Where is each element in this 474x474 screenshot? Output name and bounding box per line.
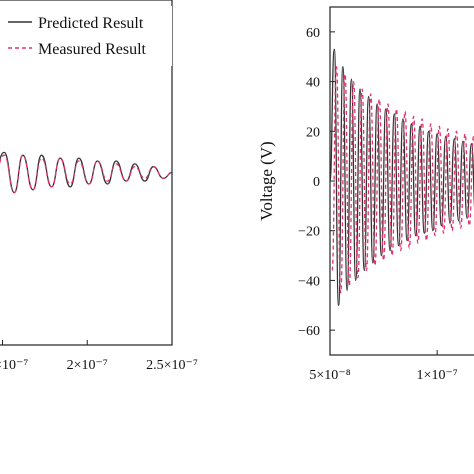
left-chart-panel: 1.5×10⁻⁷ 2×10⁻⁷ 2.5×10⁻⁷ Predicted Result Me… (0, 0, 198, 373)
x-tick-label: 2.5×10⁻⁷ (146, 358, 198, 373)
y-tick-label: −20 (298, 225, 320, 240)
y-tick-label: −40 (298, 274, 320, 289)
predicted-series-line-1 (329, 48, 474, 306)
x-tick-label: 1×10⁻⁷ (417, 368, 458, 383)
y-tick-label: 40 (306, 76, 320, 91)
legend-label: Predicted Result (38, 15, 144, 32)
right-chart-panel: 60 40 20 0 −20 −40 −60 5×10⁻⁸ 1×10⁻⁷ Voltage (V) (257, 6, 474, 383)
measured-series-line-0 (0, 154, 173, 194)
y-tick-label: 60 (306, 26, 320, 41)
y-tick-label: 20 (306, 125, 320, 140)
y-tick-label: 0 (313, 175, 320, 190)
y-tick-label: −60 (298, 324, 320, 339)
y-axis-title: Voltage (V) (257, 141, 276, 220)
x-tick-label: 5×10⁻⁸ (309, 368, 350, 383)
x-tick-label: 2×10⁻⁷ (67, 358, 108, 373)
x-tick-label: 1.5×10⁻⁷ (0, 358, 28, 373)
legend-box (0, 6, 172, 66)
measured-series-line-1 (331, 66, 474, 294)
predicted-series-line-0 (0, 151, 173, 194)
legend-label: Measured Result (38, 41, 147, 58)
